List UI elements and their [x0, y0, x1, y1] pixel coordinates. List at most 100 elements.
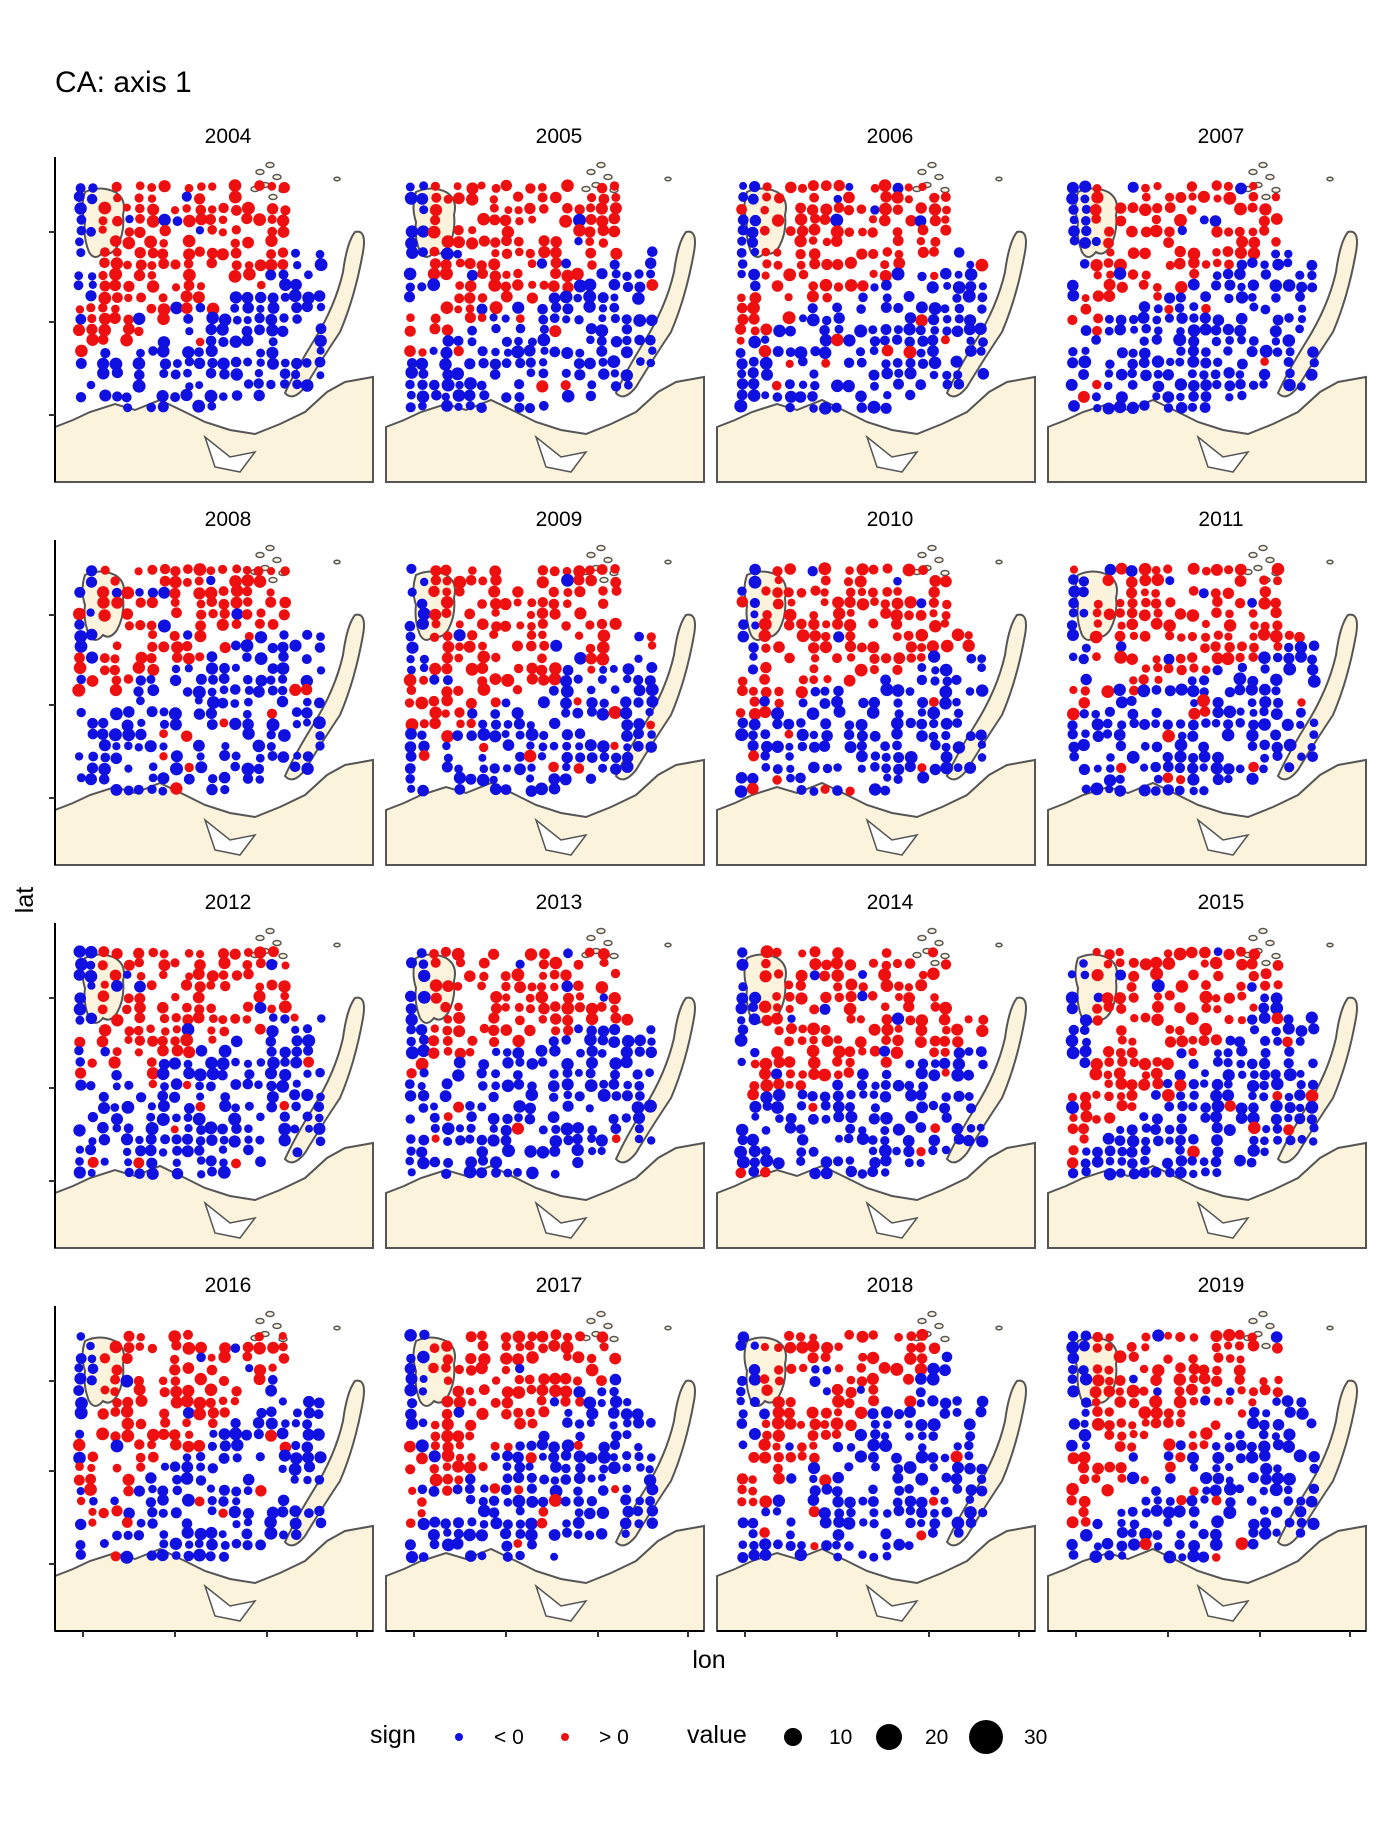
station-point — [1128, 1538, 1141, 1551]
station-point — [1141, 183, 1150, 193]
station-point — [736, 389, 748, 401]
station-point — [927, 334, 939, 346]
station-point — [1127, 1442, 1137, 1452]
station-point — [1126, 1384, 1140, 1398]
station-point — [1236, 259, 1248, 271]
station-point — [501, 1409, 512, 1420]
station-point — [76, 225, 87, 236]
station-point — [587, 1134, 597, 1143]
station-point — [88, 183, 98, 193]
station-point — [856, 304, 866, 314]
station-point — [1174, 245, 1186, 258]
station-point — [878, 1362, 891, 1374]
station-point — [1067, 1168, 1079, 1179]
station-point — [748, 730, 758, 741]
station-point — [845, 1156, 855, 1165]
station-point — [1127, 708, 1139, 720]
station-point — [833, 685, 844, 697]
station-point — [1201, 347, 1211, 357]
station-point — [157, 1494, 169, 1506]
station-point — [468, 566, 477, 575]
station-point — [1066, 1495, 1077, 1506]
station-point — [1235, 1430, 1245, 1440]
station-point — [1294, 631, 1305, 643]
station-point — [866, 706, 880, 719]
station-point — [1285, 1135, 1296, 1146]
station-point — [454, 1364, 464, 1375]
station-point — [737, 586, 747, 596]
station-point — [1104, 1461, 1116, 1473]
station-point — [1202, 1386, 1211, 1395]
legend-sign-pos-label: > 0 — [599, 1726, 629, 1749]
station-point — [1236, 707, 1245, 716]
station-point — [893, 257, 906, 270]
station-point — [502, 739, 515, 751]
station-point — [1296, 720, 1305, 729]
station-point — [206, 1081, 216, 1092]
station-point — [182, 1133, 193, 1145]
station-point — [940, 1047, 950, 1057]
station-point — [231, 390, 243, 401]
station-point — [1212, 379, 1222, 390]
station-point — [821, 1114, 831, 1124]
station-point — [245, 1364, 254, 1373]
station-point — [1164, 304, 1174, 314]
station-point — [1165, 1136, 1174, 1145]
franz-josef-island — [255, 551, 265, 559]
station-point — [809, 1035, 818, 1045]
station-point — [928, 302, 942, 315]
station-point — [573, 959, 584, 970]
station-point — [277, 641, 289, 653]
station-point — [648, 346, 657, 355]
station-point — [880, 979, 894, 992]
station-point — [100, 247, 110, 257]
station-point — [1307, 270, 1317, 281]
station-point — [500, 179, 512, 192]
station-point — [1186, 609, 1200, 622]
station-point — [748, 708, 762, 721]
station-point — [1128, 348, 1138, 358]
station-point — [466, 1123, 476, 1133]
station-point — [406, 563, 417, 574]
station-point — [289, 1517, 302, 1530]
station-point — [429, 662, 442, 675]
station-point — [609, 181, 620, 191]
station-point — [302, 1034, 316, 1048]
station-point — [954, 270, 963, 279]
station-point — [267, 1004, 277, 1014]
station-point — [537, 1057, 548, 1067]
station-point — [1068, 347, 1078, 357]
station-point — [1113, 683, 1126, 696]
station-point — [255, 674, 268, 687]
station-point — [218, 598, 230, 610]
station-point — [917, 643, 927, 652]
station-point — [243, 357, 253, 367]
station-point — [843, 729, 855, 741]
station-point — [621, 760, 634, 773]
station-point — [832, 947, 844, 959]
station-point — [633, 718, 645, 730]
station-point — [220, 785, 230, 795]
station-point — [918, 565, 929, 576]
station-point — [404, 1539, 416, 1551]
station-point — [736, 1418, 748, 1429]
station-point — [762, 1430, 772, 1441]
station-point — [774, 698, 784, 708]
inland-sea — [1196, 1200, 1250, 1239]
station-point — [1126, 695, 1137, 707]
station-point — [1223, 1079, 1233, 1089]
station-point — [549, 325, 562, 338]
station-point — [1272, 1528, 1281, 1537]
station-point — [976, 1024, 989, 1038]
station-point — [193, 1548, 207, 1562]
station-point — [242, 709, 252, 719]
station-point — [868, 783, 882, 796]
station-point — [185, 327, 194, 336]
station-point — [747, 236, 759, 248]
station-point — [1126, 1124, 1138, 1136]
station-point — [415, 696, 429, 710]
station-point — [1127, 1528, 1137, 1538]
station-point — [182, 204, 191, 213]
station-point — [146, 280, 160, 293]
station-point — [253, 685, 265, 698]
